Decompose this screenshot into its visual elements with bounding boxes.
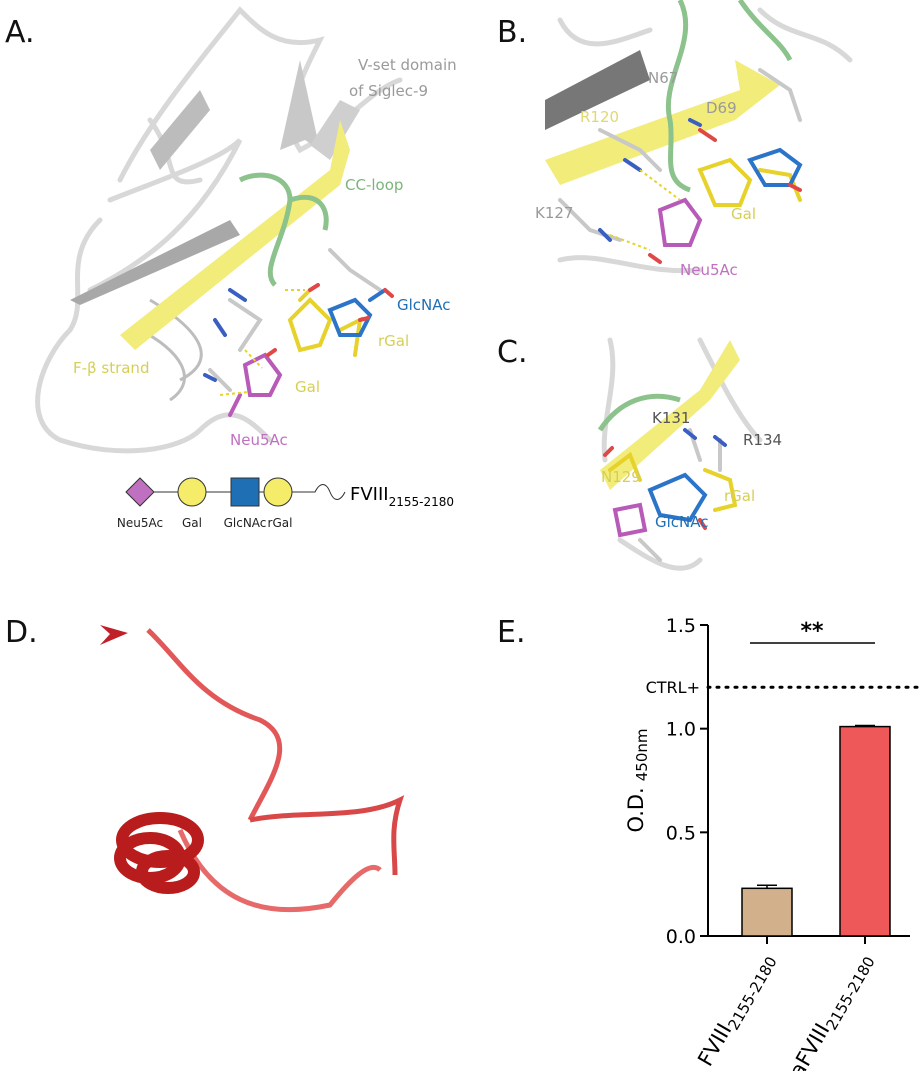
legend-label: Neu5Ac: [117, 516, 163, 530]
annotation: F-β strand: [73, 359, 149, 377]
annotation: rGal: [724, 487, 755, 505]
y-label-subscript: 450nm: [633, 729, 651, 782]
annotation: N67: [648, 69, 678, 87]
panel-label: E.: [497, 615, 526, 650]
error-bar: [855, 724, 875, 727]
peptide-ribbon: [100, 625, 405, 913]
error-bar: [757, 884, 777, 889]
bar: [839, 725, 891, 937]
significance: **: [800, 619, 824, 644]
y-tick-label: 1.5: [666, 615, 696, 637]
category-subscript: 2155-2180: [822, 954, 878, 1034]
annotation: K127: [535, 204, 573, 222]
annotation: Neu5Ac: [680, 261, 738, 279]
y-tick-label: 1.0: [666, 719, 696, 741]
y-label: O.D.: [624, 787, 648, 832]
category-subscript: 2155-2180: [724, 954, 780, 1034]
legend-label: rGal: [268, 516, 293, 530]
annotation: N129: [601, 468, 641, 486]
structure-a: [35, 6, 403, 454]
annotation: D69: [706, 99, 737, 117]
annotation: GlcNAc: [655, 513, 709, 531]
glycan-glyphs: [125, 477, 346, 507]
structure-c: [597, 337, 763, 571]
annotation: V-set domain: [358, 56, 457, 74]
y-tick-label: 0.0: [666, 926, 696, 948]
annotation: Neu5Ac: [230, 431, 288, 449]
annotation: R134: [743, 431, 782, 449]
x-tick-label: FVIII2155-2180: [693, 949, 781, 1071]
x-tick-label: siaFVIII2155-2180: [776, 949, 878, 1071]
annotation: rGal: [378, 332, 409, 350]
y-tick-label: 0.5: [666, 822, 696, 844]
annotation: Gal: [731, 205, 756, 223]
panel-label: D.: [5, 615, 38, 650]
structure-b: [545, 0, 853, 274]
legend-label: Gal: [182, 516, 202, 530]
y-axis-label: O.D. 450nm: [624, 729, 651, 833]
annotation: of Siglec-9: [349, 82, 428, 100]
annotation: K131: [652, 409, 690, 427]
peptide-subscript: 2155-2180: [389, 495, 454, 509]
annotation: CC-loop: [345, 176, 403, 194]
panel-label: B.: [497, 15, 527, 50]
panel-label: A.: [5, 15, 35, 50]
legend-label: GlcNAc: [224, 516, 267, 530]
annotation: GlcNAc: [397, 296, 451, 314]
bar: [741, 887, 793, 937]
annotation: Gal: [295, 378, 320, 396]
peptide: FVIII: [350, 484, 389, 505]
reference-label: CTRL+: [646, 678, 700, 697]
peptide-name: FVIII2155-2180: [350, 484, 454, 509]
annotation: R120: [580, 108, 619, 126]
panel-label: C.: [497, 335, 527, 370]
